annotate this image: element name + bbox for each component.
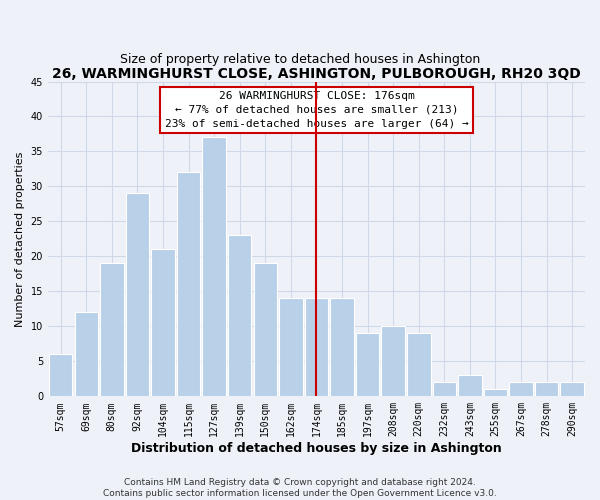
Bar <box>49 354 73 397</box>
Bar <box>100 264 124 396</box>
Bar <box>407 334 431 396</box>
Y-axis label: Number of detached properties: Number of detached properties <box>15 151 25 326</box>
Text: Size of property relative to detached houses in Ashington: Size of property relative to detached ho… <box>120 52 480 66</box>
Bar <box>125 194 149 396</box>
Bar <box>484 390 507 396</box>
Bar <box>535 382 559 396</box>
Bar <box>177 172 200 396</box>
Bar <box>433 382 456 396</box>
Bar <box>382 326 405 396</box>
Bar <box>151 250 175 396</box>
Bar <box>279 298 302 396</box>
Bar <box>254 264 277 396</box>
Bar <box>560 382 584 396</box>
Bar <box>202 138 226 396</box>
Bar <box>330 298 354 396</box>
Bar <box>509 382 533 396</box>
X-axis label: Distribution of detached houses by size in Ashington: Distribution of detached houses by size … <box>131 442 502 455</box>
Bar <box>356 334 379 396</box>
Title: 26, WARMINGHURST CLOSE, ASHINGTON, PULBOROUGH, RH20 3QD: 26, WARMINGHURST CLOSE, ASHINGTON, PULBO… <box>52 68 581 82</box>
Bar <box>458 376 482 396</box>
Text: 26 WARMINGHURST CLOSE: 176sqm
← 77% of detached houses are smaller (213)
23% of : 26 WARMINGHURST CLOSE: 176sqm ← 77% of d… <box>164 91 469 129</box>
Text: Contains HM Land Registry data © Crown copyright and database right 2024.
Contai: Contains HM Land Registry data © Crown c… <box>103 478 497 498</box>
Bar <box>74 312 98 396</box>
Bar <box>228 236 251 396</box>
Bar <box>305 298 328 396</box>
